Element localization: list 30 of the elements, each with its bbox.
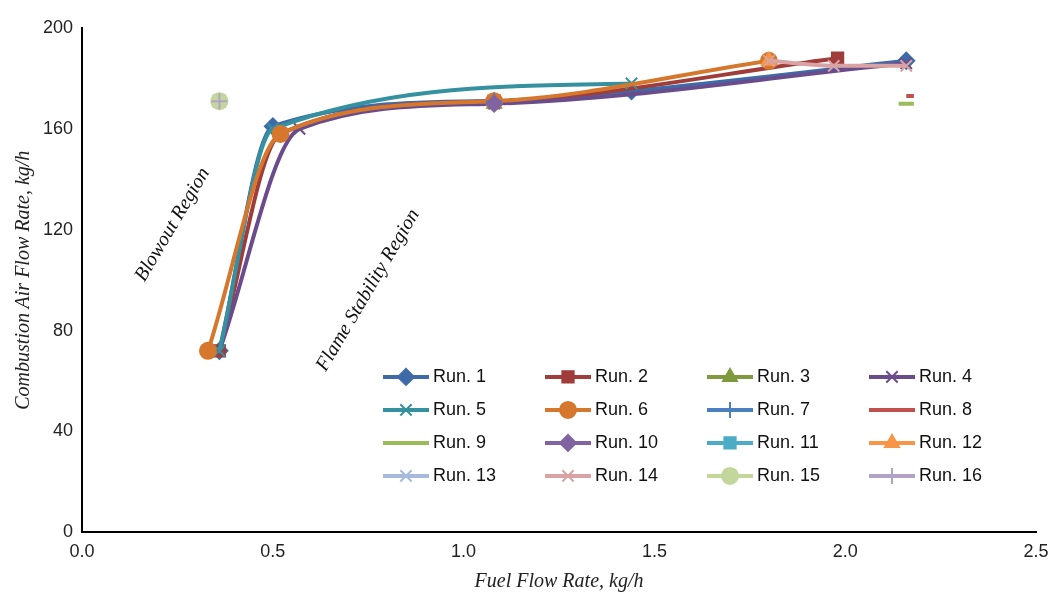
- x-tick-label: 1.5: [641, 541, 667, 562]
- legend-label: Run. 12: [919, 431, 983, 452]
- legend-label: Run. 6: [595, 398, 649, 419]
- y-tick-label: 40: [53, 420, 74, 441]
- legend-label: Run. 8: [919, 398, 973, 419]
- legend-label: Run. 9: [433, 431, 487, 452]
- y-tick-label: 0: [63, 521, 74, 542]
- legend-label: Run. 5: [433, 398, 487, 419]
- x-tick-label: 0.5: [260, 541, 286, 562]
- legend-label: Run. 4: [919, 365, 973, 386]
- legend-label: Run. 1: [433, 365, 487, 386]
- legend-label: Run. 2: [595, 365, 649, 386]
- legend-label: Run. 10: [595, 431, 659, 452]
- legend-label: Run. 3: [757, 365, 811, 386]
- y-tick-label: 160: [42, 117, 74, 138]
- x-tick-label: 0.0: [69, 541, 95, 562]
- x-tick-label: 2.5: [1023, 541, 1049, 562]
- y-tick-label: 200: [42, 16, 74, 37]
- legend-label: Run. 11: [757, 431, 819, 452]
- y-axis-title: Combustion Air Flow Rate, kg/h: [11, 150, 35, 410]
- legend-label: Run. 15: [757, 464, 821, 485]
- legend-label: Run. 16: [919, 464, 983, 485]
- x-axis-title: Fuel Flow Rate, kg/h: [473, 569, 644, 593]
- y-tick-label: 120: [42, 218, 74, 239]
- x-tick-label: 2.0: [832, 541, 858, 562]
- legend-label: Run. 14: [595, 464, 659, 485]
- legend-label: Run. 13: [433, 464, 497, 485]
- y-tick-label: 80: [53, 319, 74, 340]
- legend-label: Run. 7: [757, 398, 811, 419]
- x-tick-label: 1.0: [451, 541, 477, 562]
